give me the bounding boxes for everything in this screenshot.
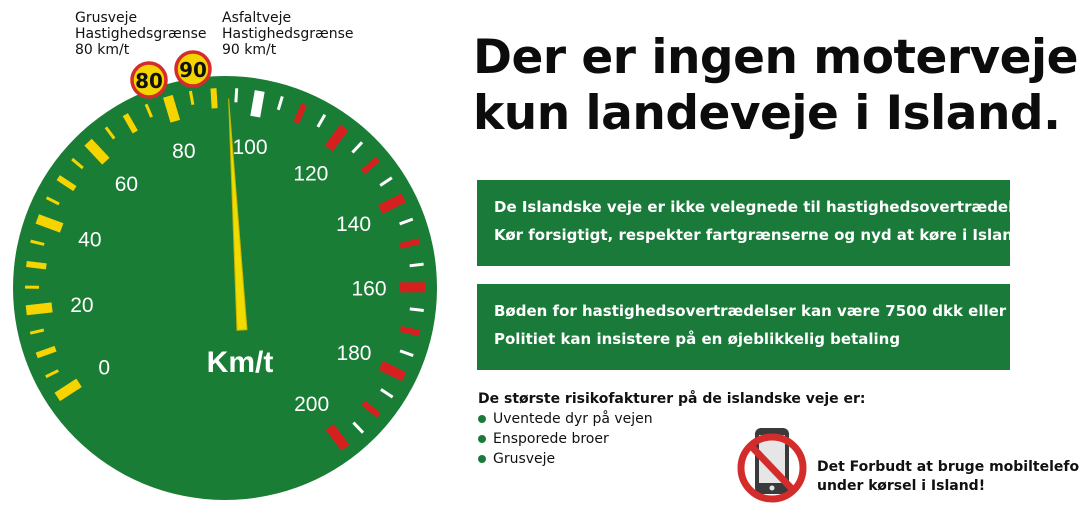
- speedometer-major-tick: [163, 94, 181, 123]
- headline-line2: kun landeveje i Island.: [473, 86, 1061, 141]
- speedometer-major-tick: [250, 90, 265, 118]
- speedometer: 0 20 40 60 80 100 120 140 160 180 200 Km/t 80 90: [13, 50, 437, 500]
- speedometer-minor-tick: [45, 196, 60, 206]
- gravel-road-caption-line1: Grusveje: [75, 10, 138, 26]
- speed-limit-sign-90: 90: [174, 50, 212, 88]
- fine-info-banner: Bøden for hastighedsovertrædelser kan væ…: [477, 284, 1061, 370]
- list-item: Grusveje: [478, 449, 866, 469]
- speedometer-tick-label: 160: [351, 277, 386, 300]
- speedometer-tick-label: 40: [78, 228, 101, 251]
- speedometer-minor-tick: [399, 325, 421, 337]
- speedometer-face: [13, 76, 437, 500]
- asphalt-road-caption-line3: 90 km/t: [222, 42, 277, 58]
- speedometer-minor-tick: [35, 345, 57, 359]
- speedometer-minor-tick: [409, 307, 424, 312]
- bullet-icon: [478, 435, 486, 443]
- no-phone-icon: [737, 428, 807, 503]
- risk-item-label: Uventede dyr på vejen: [493, 411, 653, 427]
- risk-item-label: Ensporede broer: [493, 431, 609, 447]
- speedometer-major-tick: [84, 138, 110, 165]
- speedometer-minor-tick: [144, 103, 153, 118]
- speedometer-minor-tick: [234, 88, 239, 103]
- speedometer-needle: [228, 98, 248, 331]
- speedometer-tick-label: 100: [232, 136, 267, 159]
- speedometer-tick-label: 20: [70, 294, 93, 317]
- speedometer-minor-tick: [188, 90, 195, 106]
- gravel-road-caption: Grusveje Hastighedsgrænse 80 km/t: [75, 10, 207, 58]
- phone-warning-line2: under kørsel i Island!: [817, 478, 986, 494]
- speedometer-tick-label: 200: [294, 393, 329, 416]
- speedometer-minor-tick: [56, 175, 77, 192]
- speedometer-major-tick: [378, 360, 407, 382]
- speedometer-minor-tick: [104, 126, 116, 140]
- road-suitability-banner: De Islandske veje er ikke velegnede til …: [477, 180, 1040, 266]
- speedometer-tick-label: 60: [115, 173, 138, 196]
- risk-factors: De største risikofakturer på de islandsk…: [478, 389, 866, 469]
- speedometer-ticks: [24, 88, 426, 451]
- speedometer-tick-label: 140: [336, 213, 371, 236]
- road-suitability-line2: Kør forsigtigt, respekter fartgrænserne …: [494, 226, 1024, 244]
- speedometer-major-tick: [324, 124, 349, 152]
- speedometer-minor-tick: [293, 103, 307, 124]
- risk-factors-title: De største risikofakturer på de islandsk…: [478, 391, 866, 407]
- speedometer-tick-label: 180: [336, 342, 371, 365]
- bullet-icon: [478, 455, 486, 463]
- speed-limit-sign-90-value: 90: [179, 58, 207, 82]
- speedometer-minor-tick: [399, 238, 421, 249]
- speedometer-minor-tick: [399, 217, 414, 226]
- fine-info-line2: Politiet kan insistere på en øjeblikkeli…: [494, 330, 901, 348]
- headline-line1: Der er ingen moterveje,: [473, 30, 1080, 85]
- speedometer-tick-label: 120: [293, 162, 328, 185]
- speedometer-minor-tick: [30, 239, 45, 246]
- speedometer-minor-tick: [409, 262, 424, 268]
- fine-info-line1: Bøden for hastighedsovertrædelser kan væ…: [494, 302, 1061, 320]
- speedometer-tick-label: 80: [172, 140, 195, 163]
- phone-warning-text: Det Forbudt at bruge mobiltelefon under …: [817, 458, 1080, 496]
- speedometer-minor-tick: [361, 400, 381, 419]
- phone-warning-line1: Det Forbudt at bruge mobiltelefon: [817, 459, 1080, 475]
- speedometer-minor-tick: [316, 113, 327, 128]
- speedometer-minor-tick: [380, 388, 394, 399]
- speedometer-minor-tick: [351, 141, 364, 154]
- risk-factors-list: Uventede dyr på vejen Ensporede broer Gr…: [478, 409, 866, 469]
- speedometer-major-tick: [35, 214, 64, 233]
- speedometer-major-tick: [325, 423, 350, 451]
- speedometer-minor-tick: [71, 157, 84, 170]
- gravel-road-caption-line3: 80 km/t: [75, 42, 130, 58]
- speedometer-unit-label: Km/t: [207, 346, 274, 379]
- headline: Der er ingen moterveje, kun landeveje i …: [473, 30, 1080, 142]
- speedometer-minor-tick: [352, 421, 365, 434]
- asphalt-road-caption: Asfaltveje Hastighedsgrænse 90 km/t: [222, 10, 354, 58]
- speedometer-tick-labels: 0 20 40 60 80 100 120 140 160 180 200: [70, 136, 386, 416]
- speedometer-minor-tick: [122, 113, 138, 134]
- speedometer-major-tick: [25, 302, 53, 316]
- gravel-road-caption-line2: Hastighedsgrænse: [75, 26, 207, 42]
- speed-limit-sign-80-value: 80: [135, 69, 163, 93]
- speedometer-minor-tick: [29, 328, 45, 335]
- risk-item-label: Grusveje: [493, 451, 556, 467]
- speedometer-major-tick: [378, 193, 406, 215]
- asphalt-road-caption-line2: Hastighedsgrænse: [222, 26, 354, 42]
- speed-limit-sign-80: 80: [130, 61, 168, 99]
- speedometer-minor-tick: [379, 176, 393, 187]
- asphalt-road-caption-line1: Asfaltveje: [222, 10, 292, 26]
- speedometer-minor-tick: [276, 95, 284, 111]
- speedometer-major-tick: [54, 378, 82, 402]
- road-suitability-line1: De Islandske veje er ikke velegnede til …: [494, 198, 1040, 216]
- bullet-icon: [478, 415, 486, 423]
- speedometer-minor-tick: [399, 349, 414, 357]
- speedometer-minor-tick: [26, 260, 47, 270]
- speedometer-minor-tick: [45, 369, 59, 379]
- list-item: Uventede dyr på vejen: [478, 409, 866, 429]
- speedometer-tick-label: 0: [98, 356, 110, 379]
- list-item: Ensporede broer: [478, 429, 866, 449]
- speedometer-minor-tick: [360, 156, 380, 175]
- speedometer-minor-tick: [210, 88, 218, 109]
